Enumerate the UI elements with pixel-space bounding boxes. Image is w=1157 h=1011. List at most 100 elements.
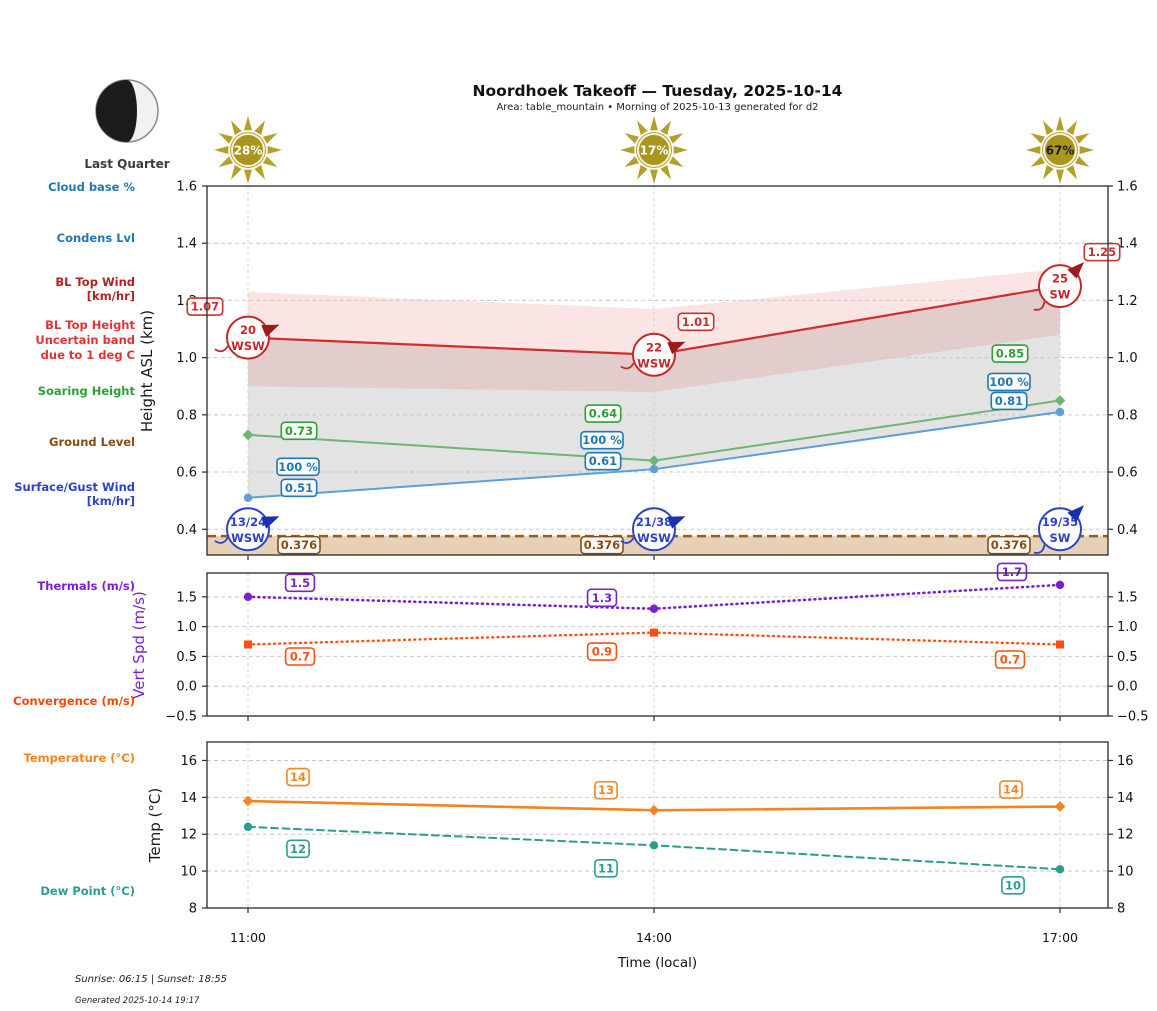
- value-label: 1.5: [284, 573, 316, 593]
- svg-text:0.73: 0.73: [285, 424, 313, 438]
- y-tick-label: 0.5: [1117, 650, 1138, 665]
- svg-text:100 %: 100 %: [278, 460, 318, 474]
- value-label: 0.64: [584, 404, 622, 423]
- y-tick-label: −0.5: [1117, 710, 1149, 725]
- wind-marker: 21/38 WSW: [620, 507, 686, 552]
- value-label: 1.3: [586, 588, 618, 608]
- wind-speed-label: 20: [240, 323, 256, 337]
- sun-icon: 28%: [214, 116, 282, 184]
- svg-text:0.376: 0.376: [584, 538, 620, 552]
- svg-text:10: 10: [1005, 878, 1021, 892]
- wind-arrow-icon: [261, 324, 280, 338]
- y-tick-label: 10: [180, 865, 197, 880]
- svg-text:0.64: 0.64: [589, 407, 617, 421]
- wind-dir-label: WSW: [231, 339, 265, 353]
- y-tick-label: 1.0: [176, 351, 197, 366]
- y-axis-title: Vert Spd (m/s): [130, 591, 148, 699]
- value-label: 12: [286, 839, 310, 859]
- series-label: Uncertain band: [35, 333, 135, 347]
- sun-icon: 67%: [1025, 116, 1094, 184]
- value-label: 0.85: [991, 344, 1029, 363]
- svg-text:0.61: 0.61: [589, 454, 617, 468]
- y-tick-label: 0.6: [1117, 466, 1138, 481]
- series-label: Convergence (m/s): [13, 694, 135, 708]
- y-tick-label: 1.0: [176, 620, 197, 635]
- series-label: Ground Level: [49, 435, 135, 449]
- y-axis-title: Temp (°C): [146, 787, 164, 863]
- svg-text:0.51: 0.51: [285, 481, 313, 495]
- chart-panel: 1.5 1.5 1.0 1.0 0.5 0.5 0.0 0.0 −0.5 −0.5 1.5 1.3 1.…: [165, 562, 1149, 725]
- svg-text:1.25: 1.25: [1088, 245, 1116, 259]
- series-label: Thermals (m/s): [37, 579, 135, 593]
- value-label: 13: [594, 780, 618, 800]
- svg-text:14: 14: [1003, 783, 1019, 797]
- wind-speed-label: 25: [1052, 272, 1068, 286]
- wind-dir-label: WSW: [231, 531, 265, 545]
- chart-panel: 1.61.61.41.41.21.21.01.00.80.80.60.60.40…: [176, 180, 1138, 560]
- wind-dir-label: WSW: [637, 356, 671, 370]
- series-label: BL Top Wind: [55, 275, 135, 289]
- wind-marker: 19/35 SW: [1033, 505, 1085, 554]
- y-tick-label: 0.4: [176, 523, 197, 538]
- svg-text:1.5: 1.5: [290, 576, 310, 590]
- value-label: 1.01: [677, 312, 715, 332]
- x-tick-label: 11:00: [229, 930, 267, 945]
- value-label: 0.376: [580, 535, 624, 555]
- wind-arrow-icon: [667, 516, 686, 529]
- value-label: 0.7: [284, 647, 316, 666]
- y-tick-label: 16: [180, 754, 197, 769]
- value-label: 0.376: [987, 535, 1031, 555]
- y-tick-label: 0.5: [176, 650, 197, 665]
- svg-text:0.81: 0.81: [995, 394, 1023, 408]
- y-tick-label: 0.8: [1117, 408, 1138, 423]
- series-label: Condens Lvl: [56, 231, 135, 245]
- moon-phase-icon: [95, 79, 159, 143]
- y-tick-label: 14: [1117, 791, 1134, 806]
- y-tick-label: 1.5: [1117, 590, 1138, 605]
- wind-marker: 22 WSW: [620, 332, 686, 377]
- y-tick-label: 1.6: [176, 180, 197, 195]
- sun-percent-label: 67%: [1046, 144, 1075, 158]
- value-label: 0.51: [280, 478, 318, 498]
- y-tick-label: 1.6: [1117, 180, 1138, 195]
- svg-text:1.01: 1.01: [682, 315, 710, 329]
- svg-text:1.7: 1.7: [1002, 565, 1022, 579]
- x-tick-label: 17:00: [1041, 930, 1078, 945]
- value-label: 1.7: [996, 562, 1028, 582]
- value-label: 0.9: [586, 642, 618, 661]
- svg-text:0.7: 0.7: [290, 650, 310, 664]
- y-tick-label: 1.4: [176, 237, 197, 252]
- wind-marker: 13/24 WSW: [214, 507, 280, 552]
- y-tick-label: 1.5: [176, 590, 197, 605]
- value-label: 14: [286, 767, 310, 787]
- y-axis-title: Height ASL (km): [138, 309, 156, 433]
- y-tick-label: 14: [180, 791, 197, 806]
- wind-arrow-icon: [1067, 262, 1085, 279]
- wind-speed-label: 19/35: [1042, 515, 1078, 529]
- sunrise-sunset-note: Sunrise: 06:15 | Sunset: 18:55: [75, 974, 228, 985]
- value-label: 0.73: [280, 421, 318, 441]
- value-label: 1.07: [186, 297, 224, 316]
- y-tick-label: 12: [1117, 828, 1134, 843]
- wind-arrow-icon: [667, 341, 686, 355]
- svg-text:11: 11: [598, 861, 614, 875]
- x-axis-title: Time (local): [617, 955, 698, 971]
- wind-arrow-icon: [261, 516, 280, 529]
- x-tick-label: 14:00: [635, 930, 672, 945]
- svg-text:0.7: 0.7: [1000, 653, 1020, 667]
- page-subtitle: Area: table_mountain • Morning of 2025-1…: [496, 102, 819, 113]
- sun-percent-label: 28%: [234, 144, 263, 158]
- svg-text:12: 12: [290, 842, 306, 856]
- series-label: Dew Point (°C): [40, 884, 135, 898]
- value-label: 0.61: [584, 451, 622, 471]
- value-label: 0.376: [277, 535, 321, 555]
- wind-arrow-icon: [1067, 505, 1085, 522]
- value-label: 100 %: [276, 457, 320, 477]
- sun-icon: 17%: [619, 116, 688, 184]
- wind-dir-label: SW: [1050, 288, 1071, 302]
- wind-marker: 25 SW: [1033, 262, 1085, 311]
- series-label: Soaring Height: [37, 384, 135, 398]
- sun-percent-label: 17%: [640, 144, 669, 158]
